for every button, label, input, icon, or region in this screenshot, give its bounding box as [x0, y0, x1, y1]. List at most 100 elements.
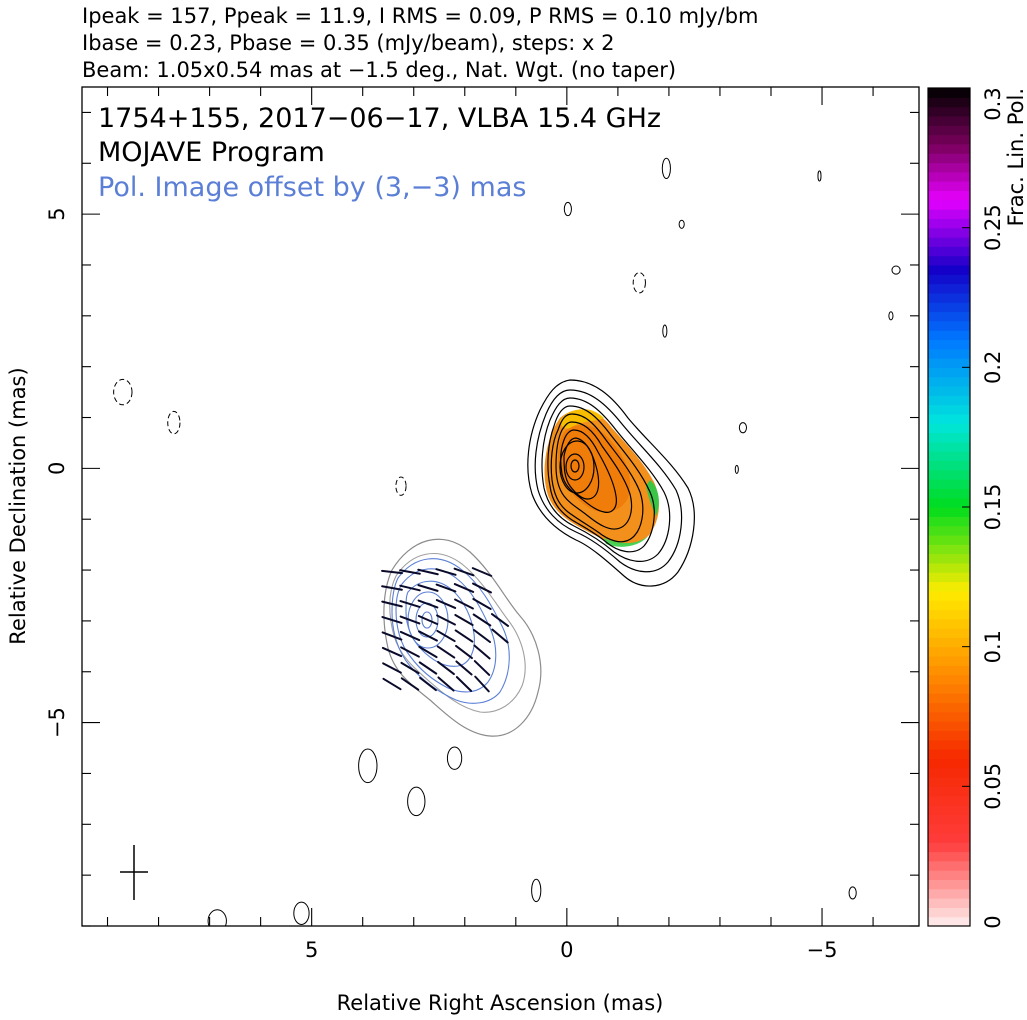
- evpa-tick: [435, 583, 457, 593]
- x-axis-label: Relative Right Ascension (mas): [337, 991, 664, 1015]
- colorbar-segment: [928, 898, 970, 908]
- colorbar-tick-label: 0: [981, 915, 1005, 928]
- y-tick-label: 5: [45, 207, 69, 220]
- colorbar-segment: [928, 171, 970, 182]
- pol-p-contour-6: [421, 611, 433, 629]
- colorbar-segment: [928, 302, 970, 313]
- colorbar-segment: [928, 143, 970, 154]
- colorbar-segment: [928, 106, 970, 117]
- colorbar-segment: [928, 153, 970, 164]
- core-contour-9: [559, 440, 595, 494]
- evpa-tick: [381, 569, 403, 575]
- colorbar-segment: [928, 655, 970, 666]
- colorbar-segment: [928, 832, 970, 843]
- evpa-tick: [472, 582, 492, 594]
- colorbar-segment: [928, 358, 970, 368]
- noise-contour: [678, 219, 685, 229]
- colorbar-segment: [928, 600, 970, 611]
- colorbar-segment: [928, 777, 970, 787]
- evpa-vectors: [381, 567, 510, 693]
- evpa-tick: [381, 616, 403, 624]
- evpa-tick: [382, 662, 402, 674]
- evpa-tick: [455, 676, 473, 692]
- evpa-tick: [382, 677, 402, 691]
- colorbar-segment: [928, 115, 970, 126]
- colorbar-segment: [928, 907, 970, 918]
- colorbar-segment: [928, 879, 970, 890]
- core-contour-1: [527, 379, 695, 587]
- colorbar-segment: [928, 88, 970, 98]
- evpa-tick: [399, 630, 421, 642]
- colorbar-segment: [928, 479, 970, 489]
- evpa-tick: [399, 600, 421, 608]
- evpa-tick: [491, 628, 509, 644]
- colorbar-segment: [928, 851, 970, 862]
- colorbar-segment: [928, 534, 970, 545]
- colorbar-segment: [928, 125, 970, 136]
- colorbar-segment: [928, 311, 970, 322]
- colorbar-segment: [928, 758, 970, 769]
- colorbar-segment: [928, 376, 970, 387]
- noise-contour: [207, 909, 227, 926]
- plot-area: [113, 157, 901, 926]
- evpa-tick: [471, 567, 493, 577]
- noise-contour: [446, 746, 463, 770]
- colorbar-segment: [928, 544, 970, 555]
- negative-noise-contour: [395, 476, 407, 496]
- evpa-tick: [473, 644, 491, 660]
- y-axis-label: Relative Declination (mas): [6, 367, 30, 644]
- colorbar-segment: [928, 749, 970, 759]
- evpa-tick: [418, 630, 438, 642]
- colorbar-segment: [928, 199, 970, 210]
- core-contour-2: [534, 389, 683, 573]
- evpa-tick: [474, 675, 490, 693]
- evpa-tick: [435, 599, 457, 609]
- colorbar-tick-label: 0.3: [981, 87, 1005, 120]
- colorbar-segment: [928, 134, 970, 145]
- colorbar-segment: [928, 628, 970, 638]
- colorbar-segment: [928, 423, 970, 434]
- noise-contour: [817, 170, 822, 182]
- evpa-tick: [454, 598, 474, 610]
- inset-title: 1754+155, 2017−06−17, VLBA 15.4 GHz: [98, 103, 661, 134]
- core-contour-3: [541, 397, 671, 562]
- colorbar-segment: [928, 637, 970, 648]
- header-line-2: Ibase = 0.23, Pbase = 0.35 (mJy/beam), s…: [82, 31, 614, 55]
- colorbar-segment: [928, 97, 970, 108]
- colorbar-segment: [928, 516, 970, 527]
- colorbar-tick-label: 0.25: [981, 204, 1005, 251]
- evpa-tick: [453, 567, 475, 577]
- colorbar-segment: [928, 646, 970, 657]
- evpa-tick: [399, 569, 421, 575]
- x-tick-label: 0: [560, 938, 573, 962]
- evpa-tick: [400, 646, 420, 658]
- evpa-tick: [437, 660, 455, 676]
- colorbar-segment: [928, 283, 970, 294]
- colorbar-segment: [928, 674, 970, 685]
- colorbar-segment: [928, 348, 970, 359]
- colorbar-segment: [928, 441, 970, 452]
- noise-contour: [661, 157, 671, 180]
- negative-noise-contour: [113, 378, 133, 406]
- evpa-tick: [381, 631, 403, 641]
- polarization-image-offset: [383, 538, 542, 737]
- evpa-tick: [472, 613, 492, 627]
- evpa-tick: [399, 584, 421, 592]
- fractional-polarization-map: [544, 409, 659, 547]
- axis-ticks: [82, 87, 919, 927]
- noise-contours: [113, 157, 901, 926]
- colorbar: 0 0.05 0.1 0.15 0.2 0.25 0.3: [927, 87, 1005, 929]
- colorbar-segment: [928, 190, 970, 201]
- core-contour-8: [563, 437, 600, 500]
- colorbar-segment: [928, 181, 970, 192]
- negative-noise-contour: [167, 410, 181, 435]
- stokes-i-core-contours: [527, 379, 695, 587]
- noise-contour: [848, 886, 857, 900]
- beam-cross: [120, 845, 148, 900]
- evpa-tick: [472, 598, 492, 610]
- evpa-tick: [399, 615, 421, 625]
- header-line-3: Beam: 1.05x0.54 mas at −1.5 deg., Nat. W…: [82, 58, 676, 82]
- colorbar-segment: [928, 339, 970, 350]
- pol-i-outer-contour: [383, 538, 542, 737]
